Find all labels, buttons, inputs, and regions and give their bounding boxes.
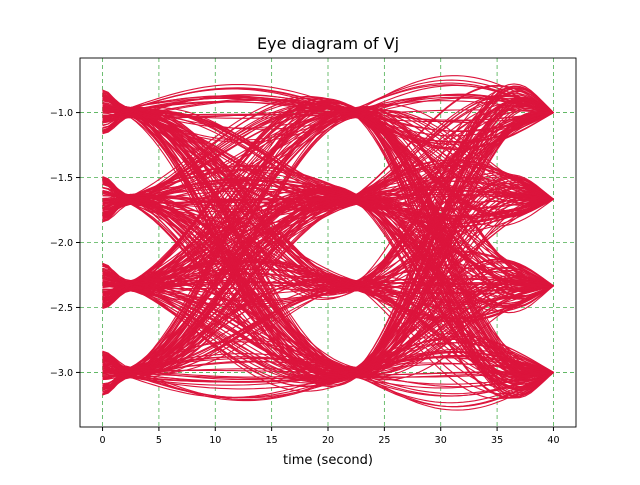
x-tick-label: 40 (547, 435, 559, 446)
eye-trace (102, 99, 554, 309)
eye-trace (102, 178, 554, 302)
eye-trace (102, 194, 554, 373)
eye-trace (102, 111, 554, 374)
eye-trace (102, 179, 554, 374)
x-tick-label: 15 (266, 435, 278, 446)
eye-trace (102, 193, 554, 396)
eye-trace (102, 90, 554, 284)
eye-trace (102, 104, 554, 290)
eye-trace (102, 112, 554, 210)
eye-traces (102, 75, 554, 411)
eye-trace (102, 274, 554, 373)
eye-trace (102, 94, 554, 292)
eye-trace (102, 276, 554, 395)
x-axis-ticks: 0 5 10 15 20 25 30 35 40 (100, 427, 560, 446)
x-tick-label: 30 (435, 435, 447, 446)
eye-trace (102, 90, 554, 287)
x-tick-label: 25 (378, 435, 390, 446)
eye-trace (102, 192, 554, 393)
eye-trace (102, 97, 554, 388)
eye-trace (102, 85, 554, 396)
x-tick-label: 35 (491, 435, 503, 446)
eye-trace (102, 101, 554, 297)
eye-trace (102, 116, 554, 389)
eye-trace (102, 190, 554, 377)
eye-trace (102, 107, 554, 382)
eye-trace (102, 106, 554, 198)
eye-trace (102, 107, 554, 306)
eye-trace (102, 198, 554, 382)
eye-trace (102, 97, 554, 293)
x-tick-label: 0 (100, 435, 106, 446)
eye-trace (102, 196, 554, 287)
eye-trace (102, 105, 554, 287)
x-tick-label: 20 (322, 435, 334, 446)
eye-trace (102, 112, 554, 379)
eye-trace (102, 197, 554, 377)
eye-trace (102, 97, 554, 371)
eye-trace (102, 280, 554, 381)
y-tick-label: −1.0 (50, 108, 73, 119)
eye-trace (102, 168, 554, 200)
eye-trace (102, 112, 554, 383)
eye-trace (102, 108, 554, 218)
eye-trace (102, 187, 554, 217)
eye-trace (102, 194, 554, 375)
eye-trace (102, 286, 554, 377)
x-tick-label: 10 (209, 435, 221, 446)
y-tick-label: −2.5 (50, 303, 73, 314)
eye-trace (102, 197, 554, 387)
x-tick-label: 5 (156, 435, 162, 446)
eye-trace (102, 166, 554, 222)
eye-trace (102, 99, 554, 299)
eye-trace (102, 75, 554, 295)
eye-trace (102, 83, 554, 206)
chart-title: Eye diagram of Vj (257, 34, 399, 53)
y-axis-ticks: −1.0 −1.5 −2.0 −2.5 −3.0 (50, 108, 80, 379)
eye-trace (102, 114, 554, 301)
eye-trace (102, 193, 554, 373)
eye-trace (102, 82, 554, 200)
eye-trace (102, 197, 554, 306)
eye-trace (102, 104, 554, 399)
x-axis-label: time (second) (283, 453, 373, 468)
eye-trace (102, 202, 554, 372)
y-tick-label: −3.0 (50, 368, 73, 379)
eye-trace (102, 106, 554, 376)
eye-trace (102, 112, 554, 371)
eye-trace (102, 87, 554, 374)
eye-trace (102, 180, 554, 304)
y-tick-label: −1.5 (50, 173, 73, 184)
eye-trace (102, 177, 554, 287)
eye-trace (102, 269, 554, 377)
eye-trace (102, 108, 554, 219)
y-tick-label: −2.0 (50, 238, 73, 249)
eye-trace (102, 102, 554, 378)
eye-trace (102, 96, 554, 377)
